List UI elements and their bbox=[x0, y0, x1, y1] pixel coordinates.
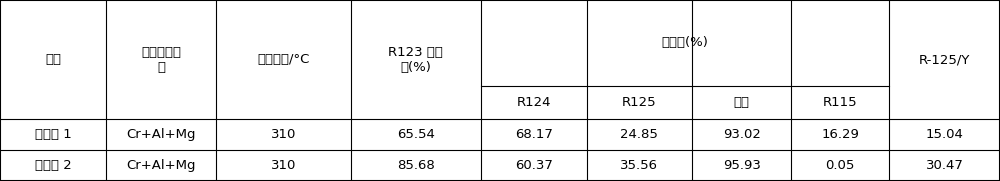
Text: R125: R125 bbox=[622, 96, 657, 109]
Text: 选择性(%): 选择性(%) bbox=[662, 37, 709, 49]
Text: R123 转化
率(%): R123 转化 率(%) bbox=[388, 46, 443, 74]
Text: R115: R115 bbox=[823, 96, 857, 109]
Text: 0.05: 0.05 bbox=[825, 159, 855, 172]
Text: 93.02: 93.02 bbox=[723, 128, 761, 141]
Text: 反应温度/°C: 反应温度/°C bbox=[257, 53, 310, 66]
Text: 30.47: 30.47 bbox=[926, 159, 964, 172]
Text: 68.17: 68.17 bbox=[515, 128, 553, 141]
Text: R124: R124 bbox=[516, 96, 551, 109]
Text: 95.93: 95.93 bbox=[723, 159, 761, 172]
Text: 16.29: 16.29 bbox=[821, 128, 859, 141]
Text: 65.54: 65.54 bbox=[397, 128, 435, 141]
Text: 60.37: 60.37 bbox=[515, 159, 553, 172]
Text: 编号: 编号 bbox=[45, 53, 61, 66]
Text: 实施例 2: 实施例 2 bbox=[35, 159, 71, 172]
Text: 310: 310 bbox=[271, 159, 296, 172]
Text: 24.85: 24.85 bbox=[620, 128, 658, 141]
Text: 310: 310 bbox=[271, 128, 296, 141]
Text: Cr+Al+Mg: Cr+Al+Mg bbox=[126, 128, 196, 141]
Text: 35.56: 35.56 bbox=[620, 159, 658, 172]
Text: 对比例 1: 对比例 1 bbox=[35, 128, 71, 141]
Text: 85.68: 85.68 bbox=[397, 159, 435, 172]
Text: 15.04: 15.04 bbox=[926, 128, 964, 141]
Text: R-125/Y: R-125/Y bbox=[919, 53, 970, 66]
Text: 总计: 总计 bbox=[734, 96, 750, 109]
Text: Cr+Al+Mg: Cr+Al+Mg bbox=[126, 159, 196, 172]
Text: 金属元素组
成: 金属元素组 成 bbox=[141, 46, 181, 74]
